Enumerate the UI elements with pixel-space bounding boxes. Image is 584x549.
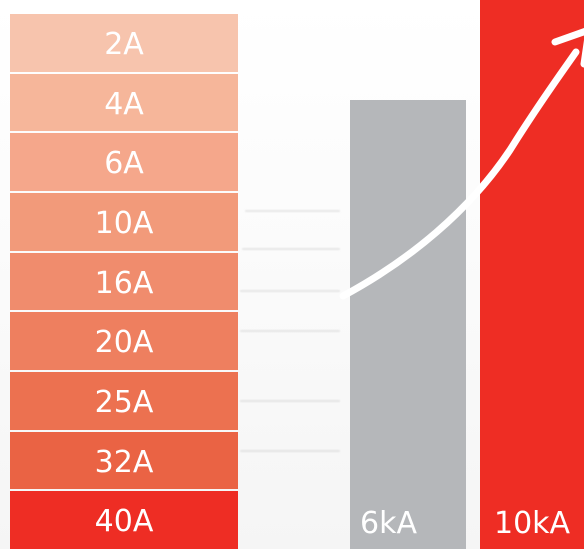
breaking-capacity-bar-10ka [480, 0, 584, 549]
rating-32a: 32A [10, 431, 238, 490]
rating-16a: 16A [10, 252, 238, 311]
rating-label-6a: 6A [104, 146, 144, 182]
rating-label-10a: 10A [94, 205, 154, 241]
bar-label-6ka: 6kA [360, 506, 417, 541]
rating-10a: 10A [10, 193, 238, 251]
rating-40a: 40A [10, 491, 238, 549]
rating-label-20a: 20A [94, 325, 154, 361]
rating-label-25a: 25A [94, 384, 154, 420]
rating-label-2a: 2A [104, 26, 144, 62]
rating-label-32a: 32A [94, 444, 154, 480]
breaking-capacity-bar-6ka [350, 100, 466, 549]
rating-6a: 6A [10, 133, 238, 192]
rating-label-40a: 40A [94, 504, 154, 540]
rating-20a: 20A [10, 312, 238, 371]
rating-label-4a: 4A [104, 86, 144, 122]
current-rating-stack: 2A 4A 6A 10A 16A 20A 25A 32A 40A [10, 14, 238, 549]
bar-label-10ka: 10kA [494, 506, 571, 541]
rating-25a: 25A [10, 372, 238, 430]
rating-4a: 4A [10, 73, 238, 132]
rating-2a: 2A [10, 14, 238, 72]
rating-label-16a: 16A [94, 265, 154, 301]
